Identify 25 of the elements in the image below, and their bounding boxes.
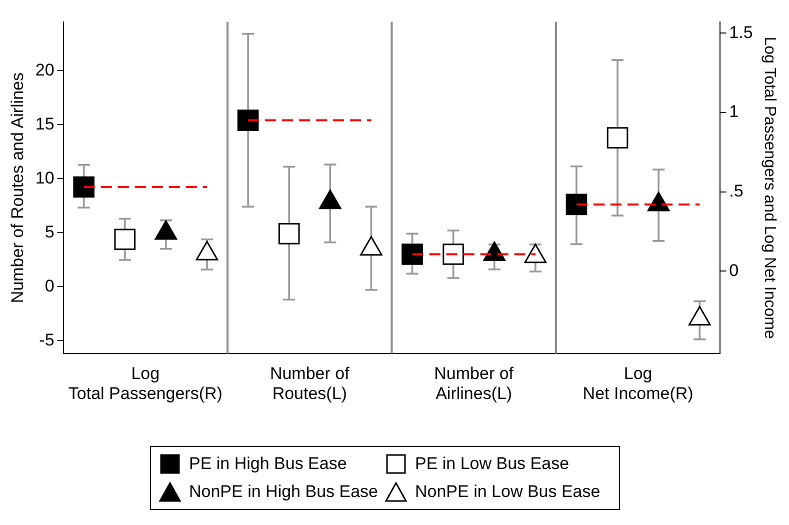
legend-label: NonPE in Low Bus Ease bbox=[415, 482, 600, 502]
y-axis-title: Number of Routes and Airlines bbox=[8, 72, 27, 304]
y-tick-label: 20 bbox=[35, 60, 54, 80]
y2-tick-label: .5 bbox=[729, 181, 744, 200]
y-tick-label: 5 bbox=[44, 222, 54, 242]
legend-label: PE in High Bus Ease bbox=[189, 454, 347, 474]
y-tick-label: -5 bbox=[39, 330, 54, 350]
legend-label: NonPE in High Bus Ease bbox=[189, 482, 378, 502]
y2-axis-title: Log Total Passengers and Log Net Income bbox=[760, 36, 778, 339]
legend-label: PE in Low Bus Ease bbox=[415, 454, 570, 474]
text: Log Total Passengers(R) bbox=[68, 364, 222, 403]
y2-tick-label: 1 bbox=[729, 102, 739, 122]
point bbox=[524, 244, 547, 264]
text: Number of Airlines(L) bbox=[434, 364, 514, 403]
y2-tick-label: 1.5 bbox=[729, 22, 753, 42]
text: Log Net Income(R) bbox=[582, 364, 694, 403]
y-tick-label: 0 bbox=[44, 276, 54, 296]
y-tick-label: 10 bbox=[35, 168, 54, 188]
point bbox=[360, 236, 382, 256]
point bbox=[319, 190, 342, 210]
point bbox=[483, 241, 506, 261]
point bbox=[237, 110, 259, 131]
y2-tick-label: 0 bbox=[729, 260, 739, 280]
y-tick-label: 15 bbox=[35, 114, 54, 134]
text: Number of Routes(L) bbox=[270, 364, 350, 403]
